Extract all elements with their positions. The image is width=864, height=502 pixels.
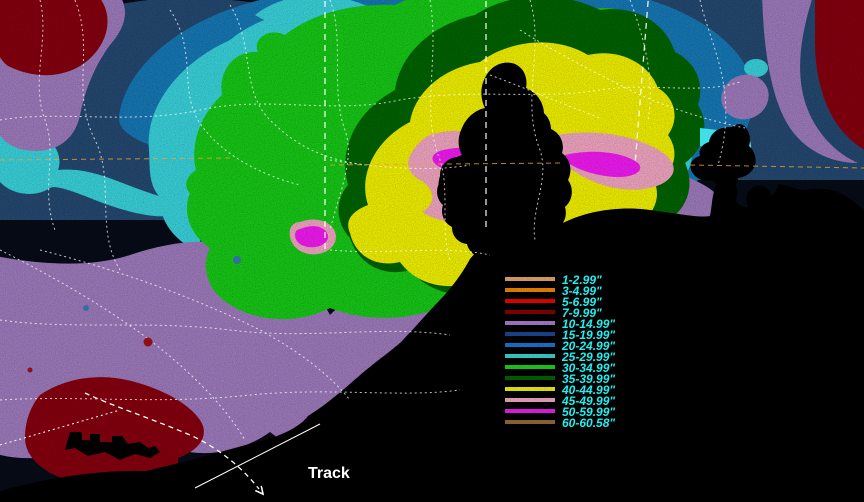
svg-text:Track: Track [308, 465, 350, 482]
svg-text:60-60.58": 60-60.58" [562, 416, 615, 430]
